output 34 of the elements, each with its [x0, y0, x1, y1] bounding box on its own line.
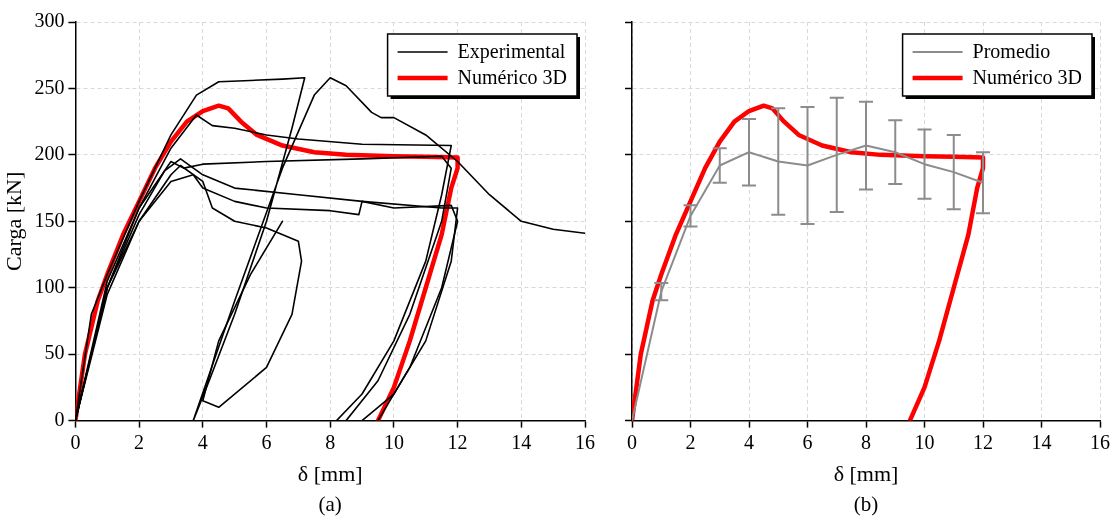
x-tick-label: 12 [447, 430, 468, 453]
y-tick-label: 300 [34, 9, 65, 32]
legend-label: Experimental [457, 40, 566, 64]
x-tick-label: 6 [261, 430, 272, 453]
x-tick-label: 6 [802, 430, 813, 453]
x-tick-label: 10 [383, 430, 404, 453]
x-tick-label: 16 [575, 430, 595, 453]
y-tick-label: 100 [34, 274, 65, 297]
legend-label: Numérico 3D [457, 66, 568, 89]
y-tick-label: 250 [34, 75, 65, 98]
text: (a) [317, 492, 343, 517]
x-tick-label: 2 [685, 430, 696, 453]
x-tick-label: 0 [627, 430, 637, 453]
x-tick-label: 16 [1090, 430, 1110, 453]
x-tick-label: 8 [861, 430, 871, 453]
text: (b) [852, 492, 880, 517]
y-tick-label: 50 [44, 341, 65, 364]
x-tick-label: 10 [914, 430, 935, 453]
x-tick-label: 4 [744, 430, 754, 453]
x-axis-title: δ [mm] [297, 460, 363, 486]
legend-label: Numérico 3D [972, 66, 1083, 89]
y-tick-label: 150 [34, 208, 65, 231]
y-tick-label: 0 [54, 407, 65, 430]
legend-label: Promedio [972, 40, 1051, 63]
x-tick-label: 14 [1031, 430, 1052, 453]
x-tick-label: 2 [134, 430, 145, 453]
y-axis-title: Carga [kN] [0, 171, 26, 271]
x-tick-label: 12 [973, 430, 993, 453]
x-axis-title: δ [mm] [833, 460, 899, 486]
x-tick-label: 14 [511, 430, 532, 453]
x-tick-label: 4 [197, 430, 208, 453]
x-tick-label: 0 [70, 430, 81, 453]
y-tick-label: 200 [34, 142, 65, 165]
x-tick-label: 8 [325, 430, 336, 453]
